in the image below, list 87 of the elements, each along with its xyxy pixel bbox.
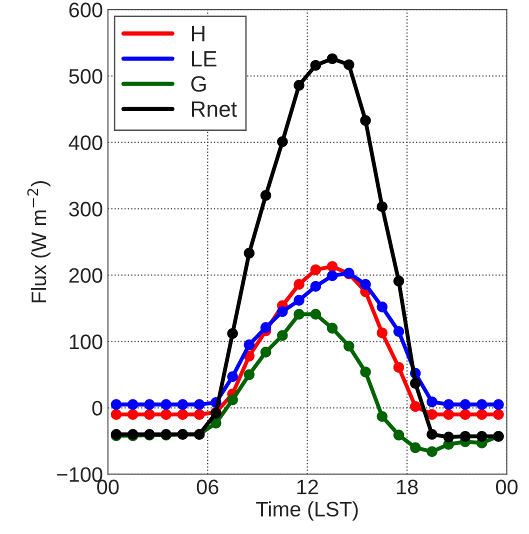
point — [493, 409, 504, 420]
y-axis-title: Flux (W m$^{−2}$) — [27, 181, 50, 302]
point — [360, 278, 371, 290]
point — [376, 302, 388, 312]
x-tick-label: 06 — [196, 480, 218, 494]
point — [194, 409, 205, 420]
point — [110, 399, 122, 410]
point — [460, 399, 471, 410]
point — [326, 270, 338, 282]
point — [460, 430, 471, 442]
point — [344, 340, 354, 352]
point — [393, 326, 404, 337]
point — [294, 278, 304, 290]
point — [294, 80, 304, 91]
legend-label: Rnet — [192, 101, 237, 117]
point — [326, 261, 338, 272]
y-tick-label: 300 — [69, 202, 102, 216]
point — [210, 418, 222, 428]
point — [277, 136, 288, 148]
y-tick-label: 200 — [69, 268, 102, 283]
legend-label: LE — [192, 51, 216, 66]
x-tick-label: 18 — [397, 480, 418, 494]
point — [244, 369, 255, 380]
point — [443, 432, 454, 442]
point — [443, 409, 454, 420]
point — [460, 409, 471, 420]
point — [260, 322, 272, 333]
legend-label: G — [191, 76, 206, 92]
point — [410, 442, 421, 454]
x-tick-label: 00 — [97, 480, 119, 494]
point — [376, 327, 388, 338]
point — [294, 308, 304, 320]
point — [244, 339, 255, 350]
point — [227, 328, 238, 339]
point — [426, 396, 438, 408]
point — [194, 399, 205, 410]
point — [344, 59, 354, 70]
point — [410, 378, 421, 389]
point — [294, 294, 304, 306]
legend-label: H — [192, 26, 204, 42]
point — [160, 409, 172, 420]
point — [177, 399, 188, 410]
point — [476, 430, 488, 442]
x-axis-title: Time (LST) — [256, 501, 358, 521]
point — [260, 346, 272, 358]
point — [310, 60, 322, 71]
y-tick-label: 0 — [92, 400, 102, 416]
point — [277, 330, 288, 341]
x-tick-label: 00 — [496, 480, 518, 494]
point — [393, 430, 404, 440]
point — [310, 280, 322, 292]
point — [244, 248, 255, 259]
point — [144, 399, 155, 410]
x-tick-label: 12 — [297, 480, 318, 494]
point — [393, 362, 404, 373]
y-tick-label: 400 — [68, 135, 102, 150]
point — [310, 264, 322, 276]
point — [426, 428, 438, 440]
point — [110, 409, 122, 420]
y-tick-label: 600 — [69, 2, 102, 18]
point — [476, 409, 488, 420]
point — [277, 306, 288, 317]
point — [127, 399, 138, 410]
point — [310, 308, 322, 320]
point — [426, 409, 438, 420]
point — [426, 446, 438, 458]
point — [144, 409, 155, 420]
point — [177, 409, 188, 420]
point — [493, 399, 504, 410]
point — [326, 322, 338, 334]
point — [443, 399, 454, 410]
y-tick-label: 100 — [70, 334, 102, 350]
point — [410, 401, 421, 412]
point — [227, 371, 238, 382]
point — [227, 394, 238, 406]
point — [393, 276, 404, 286]
point — [376, 411, 388, 422]
point — [360, 115, 371, 126]
point — [127, 409, 138, 420]
point — [376, 201, 388, 212]
point — [260, 190, 272, 201]
y-tick-label: −100 — [57, 467, 102, 482]
y-tick-label: 500 — [69, 68, 102, 84]
point — [326, 53, 338, 64]
point — [476, 399, 488, 410]
point — [360, 366, 371, 378]
point — [160, 399, 172, 410]
